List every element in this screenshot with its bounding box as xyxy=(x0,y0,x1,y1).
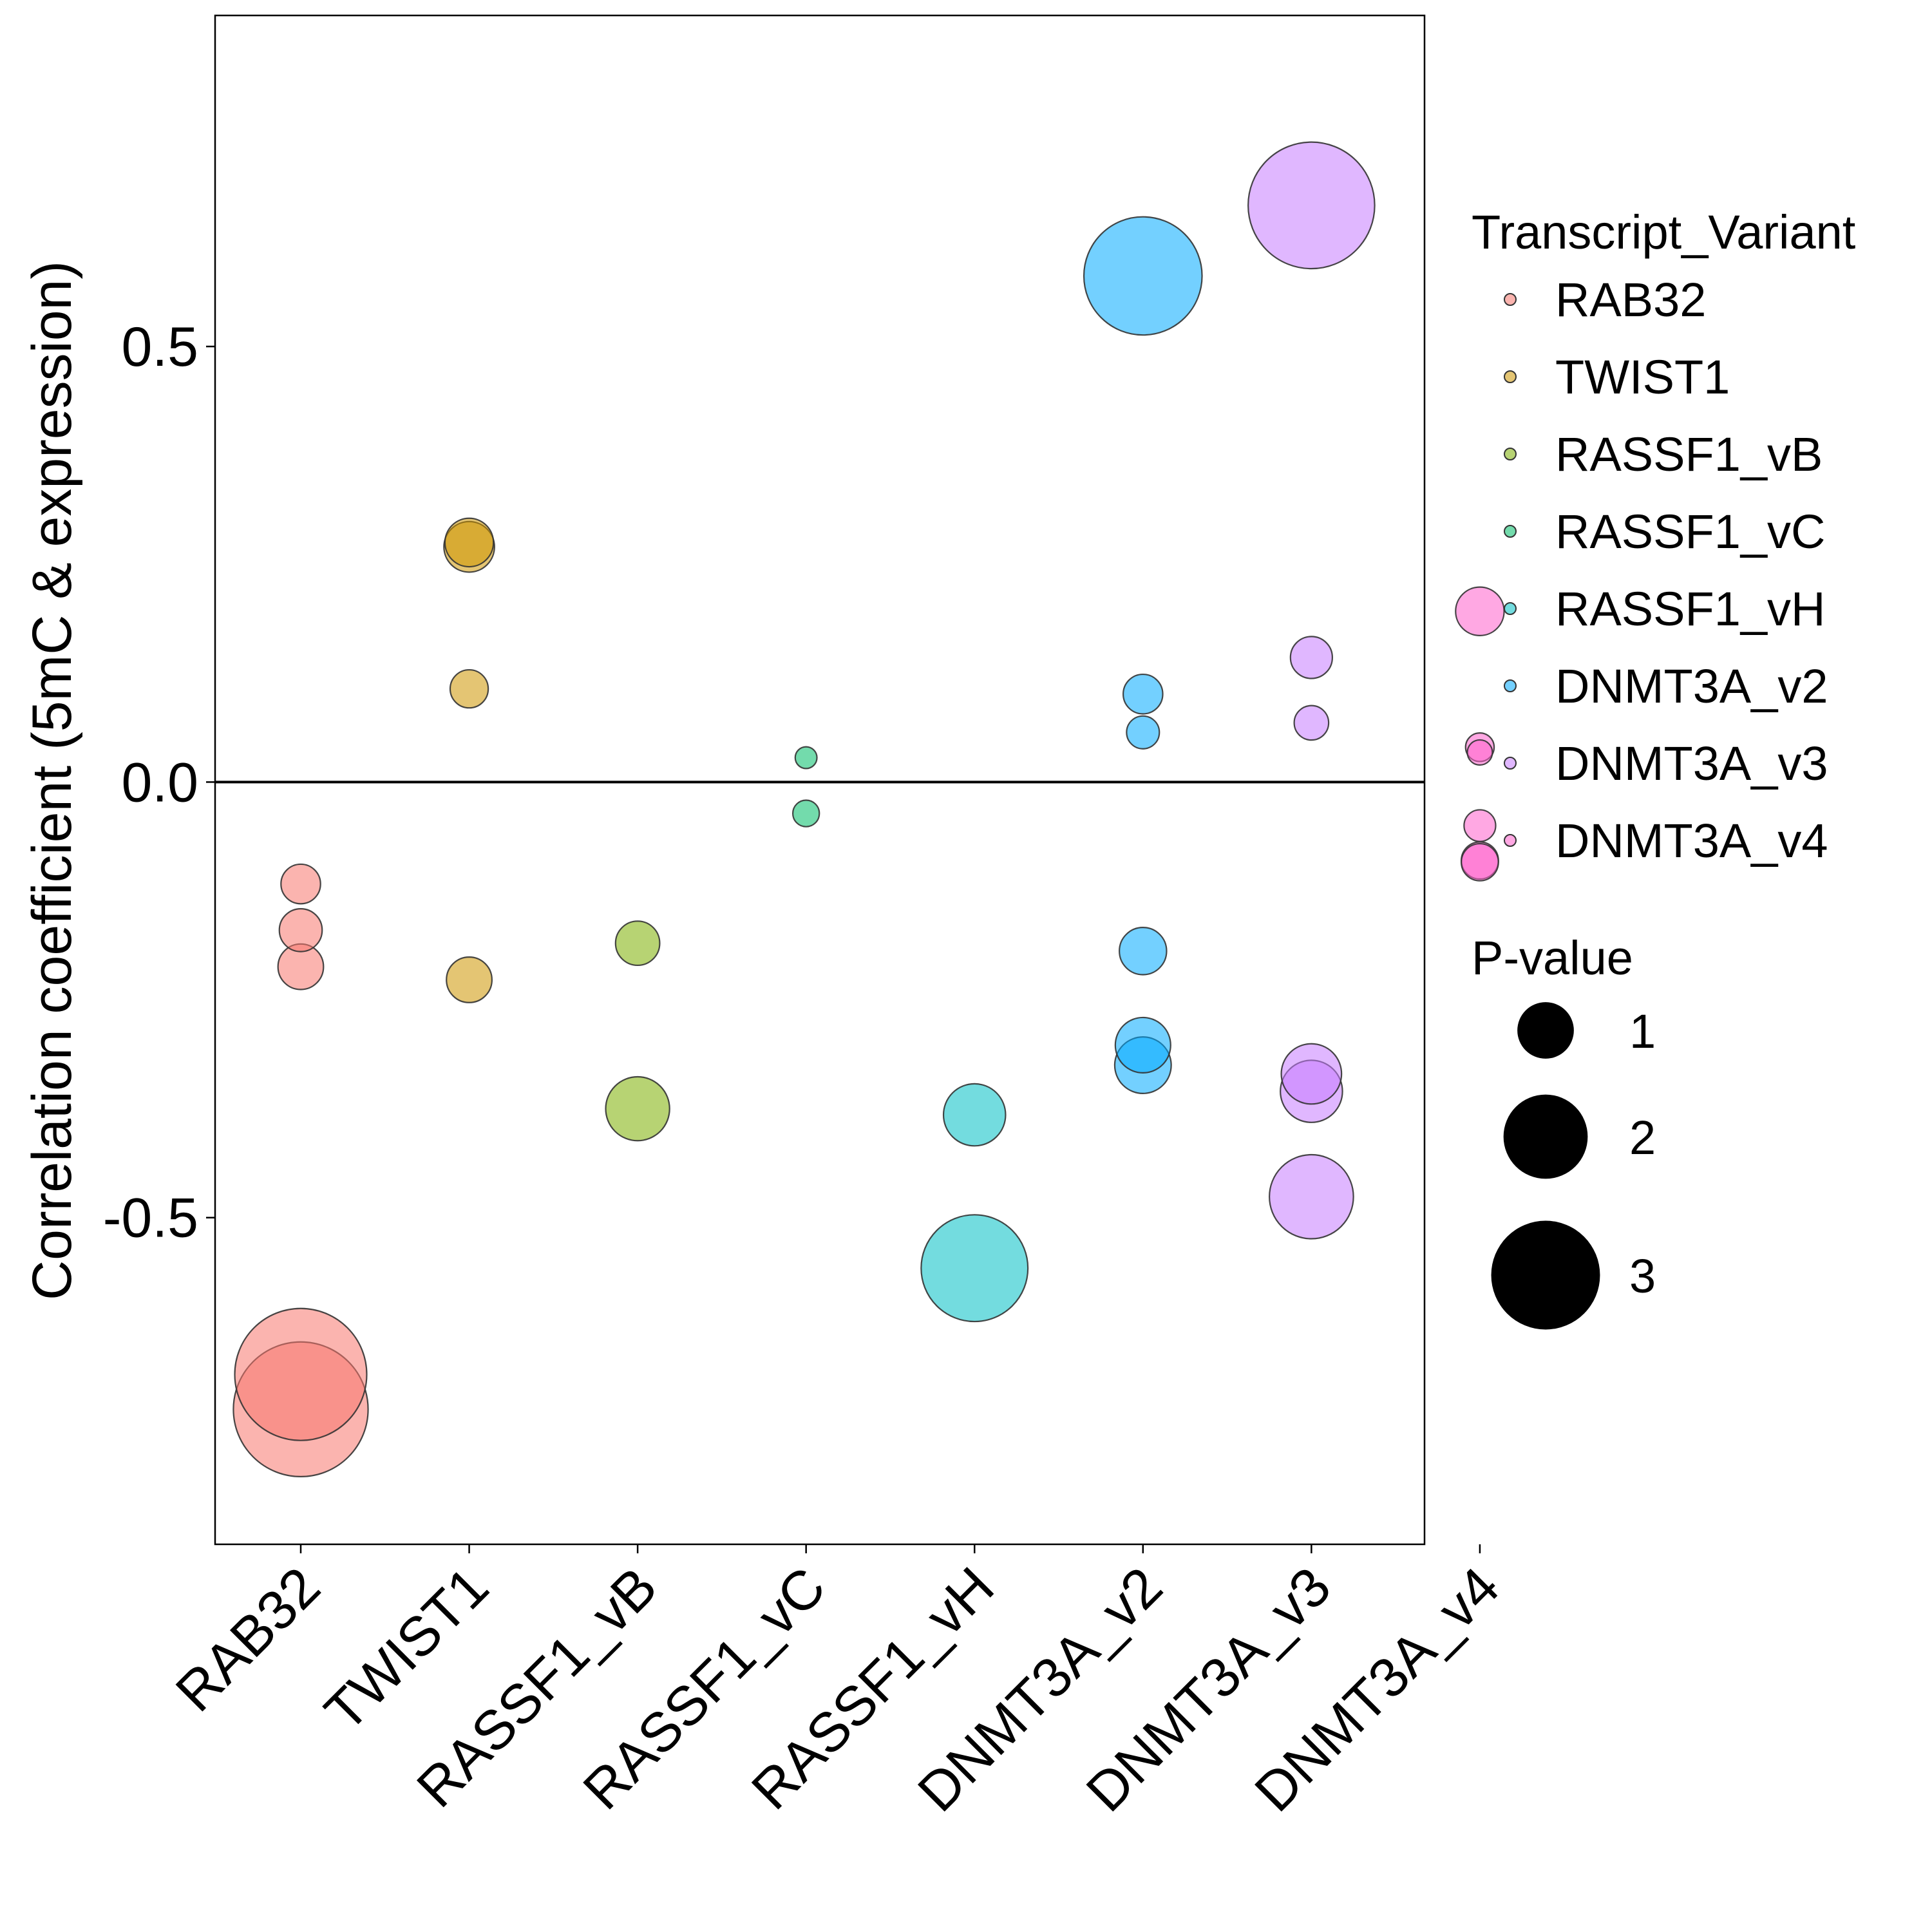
data-point xyxy=(444,517,495,568)
legend-key xyxy=(1504,757,1517,770)
legend-key xyxy=(1504,525,1517,538)
data-point xyxy=(449,668,489,709)
legend-label: RAB32 xyxy=(1555,273,1706,327)
color-legend-items: RAB32 TWIST1 RASSF1_vB RASSF1_vC RASSF1_vH DN… xyxy=(1504,273,1828,867)
panel-border xyxy=(214,14,1426,1546)
panel-background xyxy=(215,15,1425,1544)
size-legend-items: 1 2 3 xyxy=(1491,1002,1656,1330)
legend-label: DNMT3A_v2 xyxy=(1555,659,1828,713)
x-tick-label: RAB32 xyxy=(164,1556,332,1724)
y-axis: 0.5 0.0 -0.5 xyxy=(103,316,215,1249)
data-point xyxy=(605,1075,670,1142)
size-legend-label: 2 xyxy=(1629,1111,1656,1164)
data-point xyxy=(1463,809,1497,842)
y-axis-title: Correlation coefficient (5mC & expressio… xyxy=(21,261,83,1300)
data-point xyxy=(280,863,321,905)
size-legend-key xyxy=(1503,1094,1588,1179)
data-point xyxy=(1114,1016,1171,1074)
data-point xyxy=(1466,739,1493,766)
y-tick-label: 0.5 xyxy=(121,316,198,378)
data-point xyxy=(1455,586,1505,637)
data-point xyxy=(920,1214,1029,1323)
y-tick-label: 0.0 xyxy=(121,752,198,813)
data-point xyxy=(1461,842,1499,882)
data-point xyxy=(614,920,661,967)
data-point xyxy=(1269,1153,1354,1240)
data-point xyxy=(446,956,493,1003)
data-point xyxy=(794,746,818,770)
legend-label: DNMT3A_v3 xyxy=(1555,737,1828,790)
legend-label: RASSF1_vB xyxy=(1555,428,1823,481)
legend-key xyxy=(1504,602,1517,615)
points-layer xyxy=(232,141,1505,1478)
x-axis: RAB32TWIST1RASSF1_vBRASSF1_vCRASSF1_vHDN… xyxy=(164,1544,1511,1823)
data-point xyxy=(791,799,820,828)
size-legend-key xyxy=(1491,1220,1600,1330)
legend: Transcript_Variant RAB32TWIST1RASSF1_vBR… xyxy=(1472,205,1856,1330)
legend-key xyxy=(1504,293,1517,306)
data-point xyxy=(1083,216,1203,336)
data-point xyxy=(1280,1043,1343,1105)
size-legend-title: P-value xyxy=(1472,931,1633,985)
legend-label: RASSF1_vC xyxy=(1555,505,1825,558)
size-legend-label: 1 xyxy=(1629,1005,1656,1058)
y-tick-label: -0.5 xyxy=(103,1188,198,1249)
data-point xyxy=(1247,141,1376,270)
legend-key xyxy=(1504,448,1517,460)
data-point xyxy=(942,1083,1007,1147)
data-point xyxy=(1119,927,1168,976)
legend-key xyxy=(1504,370,1517,383)
data-point xyxy=(1289,636,1334,679)
size-legend-key xyxy=(1517,1002,1574,1059)
data-point xyxy=(278,907,323,952)
data-point xyxy=(234,1307,368,1441)
legend-label: RASSF1_vH xyxy=(1555,582,1825,636)
data-point xyxy=(1126,715,1160,750)
legend-label: DNMT3A_v4 xyxy=(1555,814,1828,867)
legend-label: TWIST1 xyxy=(1555,350,1730,404)
size-legend-label: 3 xyxy=(1629,1249,1656,1303)
color-legend-title: Transcript_Variant xyxy=(1472,205,1856,259)
data-point xyxy=(1293,705,1330,741)
legend-key xyxy=(1504,679,1517,692)
data-point xyxy=(1122,673,1164,715)
legend-key xyxy=(1504,834,1517,847)
